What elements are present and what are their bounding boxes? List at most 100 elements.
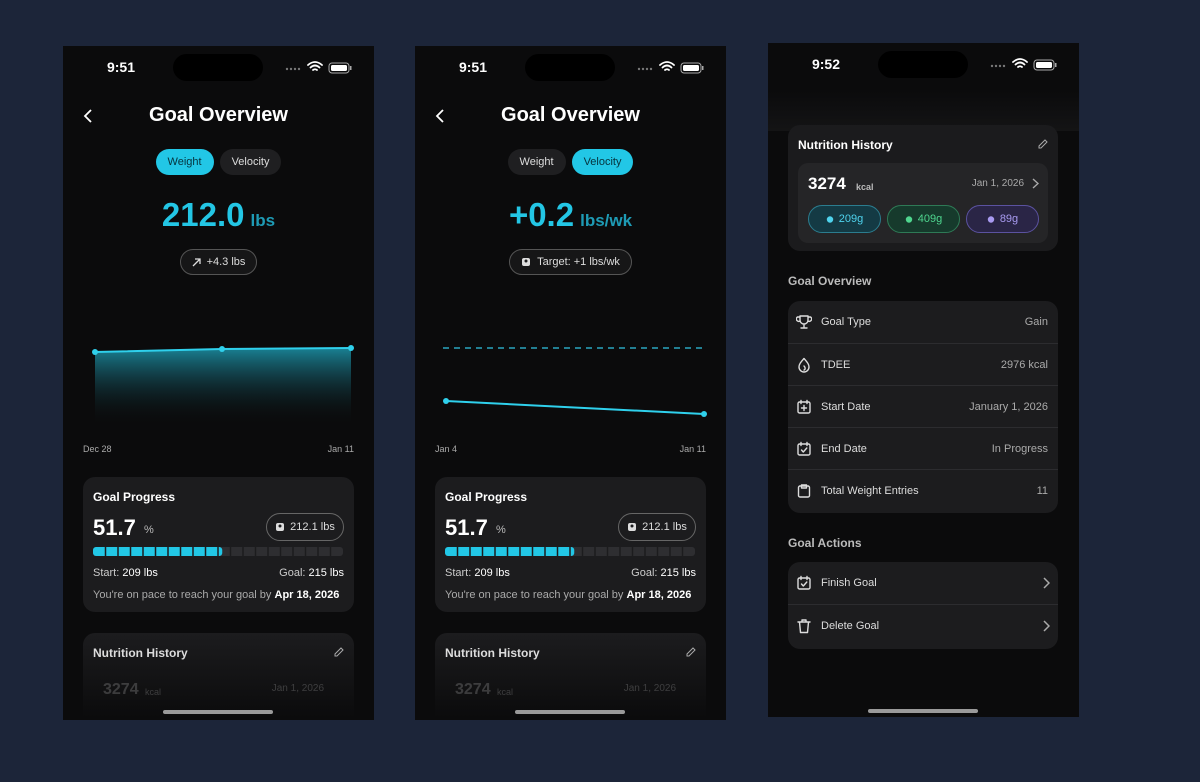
tab[interactable]: Weight bbox=[155, 149, 214, 175]
scale-icon bbox=[522, 258, 531, 266]
scale-icon bbox=[276, 523, 285, 531]
entry-date: Jan 1, 2026 bbox=[271, 683, 324, 694]
row-label: End Date bbox=[821, 443, 867, 455]
goal-line: Goal: 215 lbs bbox=[631, 567, 696, 579]
row-icon bbox=[797, 441, 811, 456]
nutrition-card: Nutrition History 3274 kcal Jan 1, 2026 bbox=[435, 633, 706, 720]
back-button[interactable] bbox=[435, 109, 445, 123]
macro-value: 89g bbox=[999, 213, 1019, 225]
row-label: Goal Type bbox=[821, 316, 871, 328]
status-time: 9:51 bbox=[458, 59, 488, 75]
pace-line: You're on pace to reach your goal by Apr… bbox=[445, 589, 691, 601]
row-value: Gain bbox=[1024, 316, 1048, 328]
badge-pill: Target: +1 lbs/wk bbox=[509, 249, 632, 275]
start-value: 209 lbs bbox=[122, 567, 158, 579]
velocity-chart bbox=[443, 347, 707, 417]
tabs: Weight Velocity bbox=[63, 149, 374, 175]
progress-bar bbox=[93, 547, 343, 556]
current-pill: 212.1 lbs bbox=[266, 513, 344, 541]
row-icon bbox=[797, 399, 811, 414]
pace-date: Apr 18, 2026 bbox=[274, 589, 340, 601]
macro-pill: 209g bbox=[808, 205, 881, 233]
tab[interactable]: Velocity bbox=[219, 149, 282, 175]
start-label: Start: bbox=[93, 567, 120, 579]
pace-line: You're on pace to reach your goal by Apr… bbox=[93, 589, 339, 601]
home-indicator bbox=[868, 709, 978, 713]
progress-card: Goal Progress 51.7% 212.1 lbs Start: 209 l… bbox=[83, 477, 354, 612]
tab[interactable]: Velocity bbox=[571, 149, 634, 175]
dynamic-island bbox=[878, 51, 968, 78]
info-row: End Date In Progress bbox=[788, 427, 1058, 470]
section-title: Goal Actions bbox=[788, 536, 862, 550]
chevron bbox=[1043, 620, 1050, 632]
progress-value: 51.7 bbox=[93, 515, 136, 540]
headline-unit: lbs/wk bbox=[580, 211, 633, 230]
calories: 3274 bbox=[455, 681, 491, 698]
badge-text: Target: +1 lbs/wk bbox=[537, 256, 620, 268]
scale-icon bbox=[628, 523, 637, 531]
progress-title: Goal Progress bbox=[445, 490, 528, 504]
macro-icon bbox=[987, 215, 995, 223]
action-label: Delete Goal bbox=[821, 620, 880, 632]
nutrition-title: Nutrition History bbox=[445, 646, 540, 660]
phone: 9:51 Goal Overview Weight Velocity +0.2 lbs/… bbox=[415, 46, 726, 720]
goal-actions-card: Finish Goal Delete Goal bbox=[788, 562, 1058, 649]
headline-unit: lbs bbox=[250, 211, 276, 230]
row-value: 2976 kcal bbox=[1000, 359, 1048, 371]
action-row[interactable]: Finish Goal bbox=[788, 562, 1058, 604]
pace-text: You're on pace to reach your goal by bbox=[445, 589, 624, 601]
faded-entry: 3274 kcal Jan 1, 2026 bbox=[445, 673, 696, 703]
start-line: Start: 209 lbs bbox=[93, 567, 158, 579]
macro-icon bbox=[826, 215, 833, 223]
chevron[interactable] bbox=[1032, 178, 1039, 189]
progress-unit: % bbox=[144, 524, 154, 536]
nutrition-card: Nutrition History 3274 kcal Jan 1, 2026 bbox=[83, 633, 354, 720]
badge: Target: +1 lbs/wk bbox=[415, 249, 726, 275]
row-icon bbox=[798, 357, 810, 373]
section-title: Goal Overview bbox=[788, 274, 872, 288]
goal-label: Goal: bbox=[279, 567, 306, 579]
edit-icon[interactable] bbox=[334, 647, 344, 657]
row-value: January 1, 2026 bbox=[969, 401, 1048, 413]
row-icon bbox=[796, 315, 812, 329]
info-row: Goal Type Gain bbox=[788, 301, 1058, 343]
back-button[interactable] bbox=[83, 109, 93, 123]
status-time: 9:52 bbox=[811, 56, 841, 72]
info-row: Total Weight Entries 11 bbox=[788, 469, 1058, 512]
entry-date: Jan 1, 2026 bbox=[623, 683, 676, 694]
row-label: Total Weight Entries bbox=[821, 485, 919, 497]
progress-unit: % bbox=[496, 524, 506, 536]
screen-title: Goal Overview bbox=[501, 104, 640, 126]
start-line: Start: 209 lbs bbox=[445, 567, 510, 579]
chart-end: Jan 11 bbox=[327, 444, 354, 454]
progress-fill bbox=[93, 547, 223, 556]
nutrition-title: Nutrition History bbox=[93, 646, 188, 660]
row-value: 11 bbox=[1036, 485, 1048, 497]
action-row[interactable]: Delete Goal bbox=[788, 604, 1058, 647]
macro-pill: 89g bbox=[966, 205, 1039, 233]
goal-line: Goal: 215 lbs bbox=[279, 567, 344, 579]
progress-value: 51.7 bbox=[445, 515, 488, 540]
edit-icon[interactable] bbox=[1038, 139, 1048, 149]
row-label: Start Date bbox=[821, 401, 871, 413]
edit-icon[interactable] bbox=[686, 647, 696, 657]
headline-value: +0.2 bbox=[508, 196, 575, 233]
tab[interactable]: Weight bbox=[507, 149, 566, 175]
action-icon bbox=[797, 619, 811, 634]
nutrition-card: Nutrition History 3274 kcal Jan 1, 2026 209g… bbox=[788, 125, 1058, 251]
calories-unit: kcal bbox=[145, 687, 162, 697]
pace-date: Apr 18, 2026 bbox=[626, 589, 692, 601]
chart-start: Dec 28 bbox=[83, 444, 112, 454]
badge-pill: +4.3 lbs bbox=[179, 249, 258, 275]
dynamic-island bbox=[173, 54, 263, 81]
phone: 9:52 Nutrition History 3274 kcal Jan 1, 202… bbox=[768, 43, 1079, 717]
chevron bbox=[1043, 577, 1050, 589]
action-label: Finish Goal bbox=[821, 577, 877, 589]
row-label: TDEE bbox=[821, 359, 851, 371]
calories: 3274 bbox=[103, 681, 139, 698]
chart-end: Jan 11 bbox=[679, 444, 706, 454]
status-icons bbox=[637, 61, 704, 74]
chart-start: Jan 4 bbox=[435, 444, 458, 454]
headline-value: 212.0 bbox=[161, 196, 245, 233]
